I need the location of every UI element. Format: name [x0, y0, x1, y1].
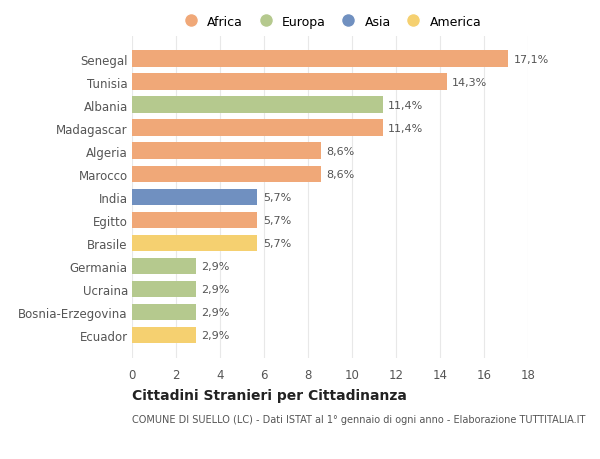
Text: 8,6%: 8,6% [326, 146, 355, 157]
Text: 2,9%: 2,9% [202, 330, 230, 340]
Bar [132, 212, 257, 229]
Text: 5,7%: 5,7% [263, 238, 291, 248]
Text: 11,4%: 11,4% [388, 123, 424, 134]
Text: 11,4%: 11,4% [388, 101, 424, 111]
Bar [132, 327, 196, 343]
Text: 5,7%: 5,7% [263, 215, 291, 225]
Text: 14,3%: 14,3% [452, 78, 487, 88]
Bar [132, 189, 257, 206]
Bar [132, 281, 196, 297]
Legend: Africa, Europa, Asia, America: Africa, Europa, Asia, America [173, 11, 487, 34]
Bar [132, 166, 321, 183]
Text: 2,9%: 2,9% [202, 261, 230, 271]
Text: Cittadini Stranieri per Cittadinanza: Cittadini Stranieri per Cittadinanza [132, 388, 407, 403]
Bar [132, 143, 321, 160]
Text: 5,7%: 5,7% [263, 192, 291, 202]
Bar [132, 304, 196, 320]
Text: COMUNE DI SUELLO (LC) - Dati ISTAT al 1° gennaio di ogni anno - Elaborazione TUT: COMUNE DI SUELLO (LC) - Dati ISTAT al 1°… [132, 414, 586, 424]
Text: 17,1%: 17,1% [514, 55, 549, 65]
Bar [132, 74, 446, 91]
Text: 2,9%: 2,9% [202, 307, 230, 317]
Bar [132, 97, 383, 114]
Text: 8,6%: 8,6% [326, 169, 355, 179]
Bar [132, 235, 257, 252]
Bar [132, 258, 196, 274]
Bar [132, 120, 383, 137]
Text: 2,9%: 2,9% [202, 284, 230, 294]
Bar [132, 51, 508, 68]
